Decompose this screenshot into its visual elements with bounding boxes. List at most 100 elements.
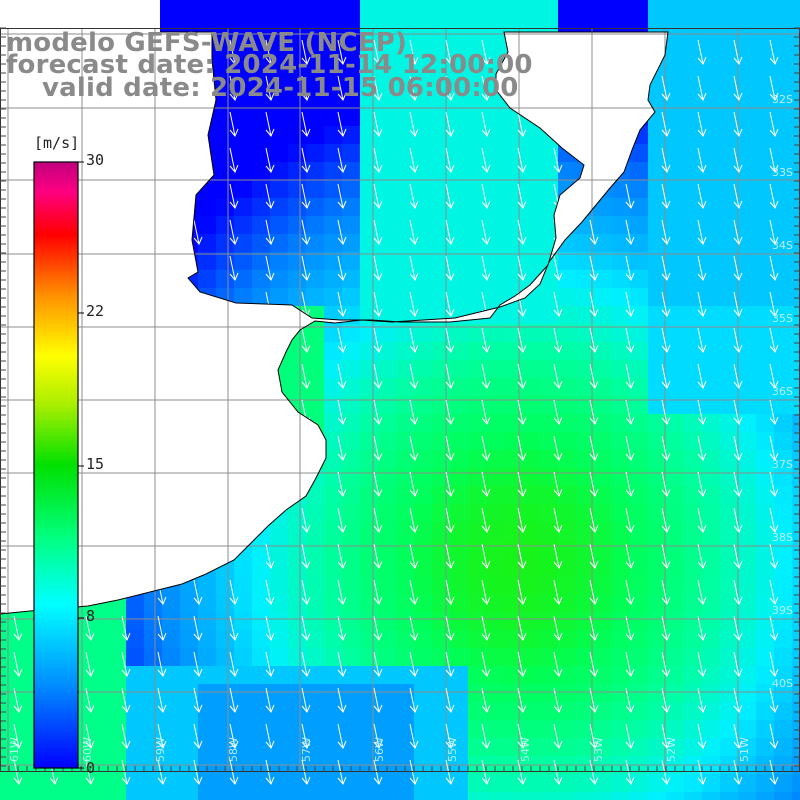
wind-cell [342,612,360,630]
wind-cell [594,288,612,306]
wind-arrow [445,543,452,569]
wind-cell [414,54,432,72]
wind-cell [720,504,738,522]
wind-arrow [85,687,92,713]
wind-cell [468,738,486,756]
wind-cell [702,720,720,738]
wind-cell [486,540,504,558]
wind-cell [594,576,612,594]
wind-cell [324,144,342,162]
wind-arrow-head [553,308,563,317]
wind-cell [288,792,306,800]
wind-arrow [733,291,740,317]
wind-cell [576,450,594,468]
wind-arrow-head [49,776,59,785]
wind-cell [630,702,648,720]
wind-cell [450,162,468,180]
wind-arrow [265,651,272,677]
wind-arrow-head [769,560,779,569]
wind-cell [792,162,800,180]
wind-cell [684,576,702,594]
wind-cell [540,216,558,234]
wind-cell [378,396,396,414]
wind-cell [666,162,684,180]
land-area [0,0,668,614]
wind-cell [234,198,252,216]
wind-arrow-head [517,164,527,173]
wind-cell [396,144,414,162]
wind-cell [216,126,234,144]
wind-cell [702,324,720,342]
wind-arrow-head [445,560,455,569]
wind-cell [396,792,414,800]
wind-cell [720,774,738,792]
wind-cell [612,216,630,234]
wind-cell [666,36,684,54]
wind-cell [396,522,414,540]
wind-arrow-head [229,596,239,605]
wind-cell [414,684,432,702]
wind-cell [702,576,720,594]
wind-arrow-head [697,740,707,749]
wind-cell [324,288,342,306]
wind-cell [234,666,252,684]
wind-arrow-head [517,596,527,605]
wind-arrow-head [697,92,707,101]
wind-cell [540,378,558,396]
wind-cell [630,648,648,666]
wind-arrow [337,219,344,245]
wind-cell [684,504,702,522]
wind-arrow [697,399,704,425]
wind-arrow [229,255,236,281]
wind-arrow-head [301,524,311,533]
wind-cell [630,414,648,432]
wind-cell [324,414,342,432]
wind-arrow-head [481,200,491,209]
wind-cell [144,774,162,792]
wind-arrow-head [337,776,347,785]
wind-cell [18,684,36,702]
wind-arrow-head [589,452,599,461]
wind-cell [504,486,522,504]
wind-arrow [661,435,668,461]
wind-cell [396,378,414,396]
wind-cell [162,738,180,756]
wind-cell [558,486,576,504]
wind-cell [684,738,702,756]
wind-arrow [589,363,596,389]
wind-cell [522,180,540,198]
wind-cell [576,288,594,306]
wind-cell [324,180,342,198]
wind-cell [252,54,270,72]
wind-cell [648,288,666,306]
wind-cell [702,144,720,162]
wind-cell [288,738,306,756]
wind-cell [306,90,324,108]
wind-cell [594,630,612,648]
wind-cell [774,702,792,720]
colorbar-tick-8: 8 [86,607,96,625]
wind-arrow-head [769,524,779,533]
wind-cell [648,270,666,288]
wind-cell [792,792,800,800]
wind-cell [306,360,324,378]
wind-arrow-head [157,740,167,749]
wind-cell [396,216,414,234]
wind-arrow [445,651,452,677]
wind-cell [468,108,486,126]
wind-cell [270,126,288,144]
wind-arrow-head [13,776,23,785]
wind-cell [576,720,594,738]
wind-arrow [517,687,524,713]
wind-cell [378,774,396,792]
wind-cell [450,594,468,612]
wind-cell [792,324,800,342]
wind-cell [432,234,450,252]
wind-cell [522,306,540,324]
wind-cell [666,144,684,162]
wind-arrow-head [409,56,419,65]
wind-arrow-head [193,632,203,641]
wind-arrow-head [625,776,635,785]
wind-cell [684,18,702,36]
wind-cell [666,324,684,342]
